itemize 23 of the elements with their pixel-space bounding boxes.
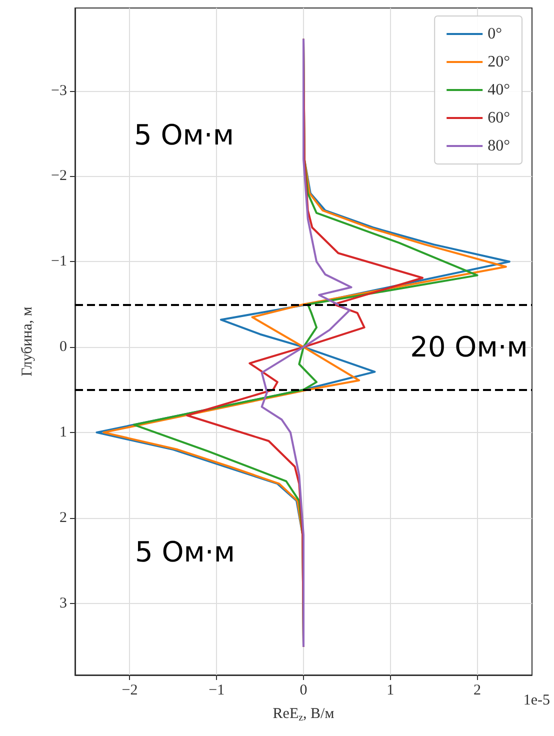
annotation: 20 Ом·м <box>410 330 528 364</box>
y-tick-label: −2 <box>51 168 67 184</box>
y-tick-label: 3 <box>60 595 67 612</box>
annotation: 5 Ом·м <box>134 118 234 152</box>
annotation: 5 Ом·м <box>135 536 235 568</box>
legend-label: 80° <box>488 138 510 154</box>
x-tick-label: 1 <box>386 682 394 698</box>
y-tick-label: 0 <box>60 339 67 356</box>
x-tick-label: −2 <box>122 682 138 698</box>
y-tick-label: −1 <box>51 254 67 270</box>
y-tick-label: 2 <box>60 510 67 526</box>
x-tick-label: 0 <box>300 682 308 698</box>
legend-label: 20° <box>488 54 510 70</box>
line-series <box>260 38 352 647</box>
legend-label: 0° <box>488 26 502 42</box>
y-axis-title: Глубина, м <box>20 306 36 376</box>
y-tick-label: 1 <box>60 424 67 440</box>
text: 1e-5 <box>523 692 550 708</box>
y-tick-label: −3 <box>51 82 67 99</box>
legend-label: 40° <box>488 82 510 98</box>
legend-label: 60° <box>488 110 510 126</box>
x-tick-label: −1 <box>208 682 225 698</box>
x-tick-label: 2 <box>474 682 482 698</box>
